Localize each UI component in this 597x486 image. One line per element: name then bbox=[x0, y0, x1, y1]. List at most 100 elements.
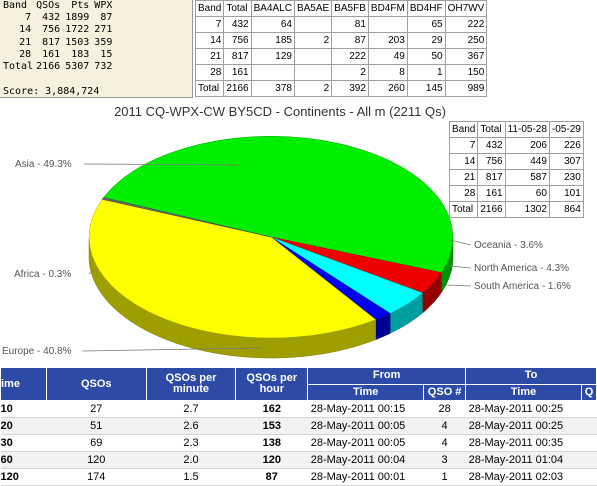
cont-cell: 2166 bbox=[477, 201, 506, 218]
cont-header: -05-29 bbox=[548, 121, 584, 138]
ops-cell: 378 bbox=[250, 80, 295, 97]
pie-label-europe: Europe - 40.8% bbox=[2, 346, 72, 357]
cont-cell: 817 bbox=[477, 169, 506, 186]
cont-cell: 28 bbox=[448, 185, 479, 202]
table-row: 30 69 2.3 138 28-May-2011 00:05 4 28-May-2011 … bbox=[0, 434, 597, 452]
rate-cell: 87 bbox=[235, 468, 308, 486]
score-cell: 432 bbox=[42, 12, 61, 24]
pie-leader-north-america bbox=[449, 265, 472, 269]
rate-cell: 27 bbox=[46, 400, 147, 418]
cont-cell: 230 bbox=[548, 169, 584, 186]
rate-cell: 1.5 bbox=[146, 468, 236, 486]
rate-cell: 174 bbox=[46, 468, 147, 486]
cont-cell: 14 bbox=[448, 153, 479, 170]
cont-cell: 21 bbox=[448, 169, 479, 186]
rate-header-from: From bbox=[307, 367, 467, 385]
rate-cell: 153 bbox=[235, 417, 308, 435]
pie-leader-africa bbox=[88, 269, 95, 275]
ops-cell: 161 bbox=[223, 64, 252, 81]
score-header-qsos: QSOs bbox=[36, 0, 61, 12]
rate-cell: 28-May-2011 00:25 bbox=[465, 417, 597, 435]
pie-label-asia: Asia - 49.3% bbox=[15, 159, 72, 170]
score-cell: 14 bbox=[19, 24, 32, 36]
rate-cell: 2.7 bbox=[146, 400, 236, 418]
table-row: 7 432 64 81 65 222 bbox=[194, 16, 488, 33]
cont-cell: 756 bbox=[477, 153, 506, 170]
table-row: 120 174 1.5 87 28-May-2011 00:01 1 28-May-2011… bbox=[0, 468, 597, 486]
rate-cell: 4 bbox=[423, 417, 466, 435]
rate-header-row: ime QSOs QSOs per minute QSOs per hour F… bbox=[0, 367, 597, 401]
cont-cell: 161 bbox=[477, 185, 506, 202]
pie-labels-group: Asia - 49.3% Oceania - 3.6% North America … bbox=[2, 159, 571, 357]
table-row: 14 756 185 2 87 203 29 250 bbox=[194, 32, 488, 49]
continents-table: Band Total 11-05-28 -05-29 7 432 206 226 14… bbox=[448, 121, 584, 218]
table-row: 28 161 60 101 bbox=[448, 185, 584, 202]
rate-cell: 162 bbox=[235, 400, 308, 418]
rate-cell: 28 bbox=[423, 400, 466, 418]
rate-cell: 20 bbox=[0, 417, 47, 435]
score-cell: 1503 bbox=[65, 36, 90, 48]
table-row: 20 51 2.6 153 28-May-2011 00:05 4 28-May-2011 … bbox=[0, 417, 597, 435]
ops-cell: 989 bbox=[444, 80, 488, 97]
rate-cell: 30 bbox=[0, 434, 47, 452]
cont-cell: Total bbox=[448, 201, 479, 218]
rate-cell: 3 bbox=[423, 451, 466, 469]
score-cell: 271 bbox=[94, 24, 113, 36]
score-cell: 5307 bbox=[65, 61, 90, 73]
rate-header-to-time: Time bbox=[465, 383, 582, 401]
score-row-total: Total 2166 5307 732 bbox=[0, 61, 114, 73]
rate-cell: 28-May-2011 00:04 bbox=[307, 451, 424, 469]
operators-table: Band Total BA4ALC BA5AE BA5FB BD4FM BD4H… bbox=[194, 0, 488, 97]
ops-cell: 260 bbox=[367, 80, 408, 97]
cont-cell: 1302 bbox=[504, 201, 550, 218]
rate-cell: 28-May-2011 00:25 bbox=[465, 400, 597, 418]
table-row: 21 817 587 230 bbox=[448, 169, 584, 186]
rate-header-time: ime bbox=[0, 367, 47, 401]
score-header-wpx: WPX bbox=[94, 0, 113, 12]
rate-cell: 28-May-2011 00:05 bbox=[307, 417, 424, 435]
score-cell: 732 bbox=[94, 61, 113, 73]
table-row: 7 432 206 226 bbox=[448, 137, 584, 154]
pie-slice-asia bbox=[103, 136, 454, 273]
score-cell: 15 bbox=[100, 48, 113, 60]
score-cell: 21 bbox=[19, 36, 32, 48]
score-cell: 1722 bbox=[65, 24, 90, 36]
score-header-band: Band bbox=[3, 0, 28, 12]
table-row: 10 27 2.7 162 28-May-2011 00:15 28 28-May-2011… bbox=[0, 400, 597, 418]
table-row-total: Total 2166 1302 864 bbox=[448, 201, 584, 218]
score-row: 28 161 183 15 bbox=[0, 49, 114, 61]
score-cell: 817 bbox=[42, 36, 61, 48]
cont-cell: 206 bbox=[504, 137, 550, 154]
score-cell: 87 bbox=[100, 12, 113, 24]
score-cell: 1899 bbox=[65, 12, 90, 24]
rate-cell: 120 bbox=[46, 451, 147, 469]
pie-top-group bbox=[88, 136, 454, 339]
score-cell: 756 bbox=[42, 24, 61, 36]
rate-cell: 2.3 bbox=[146, 434, 236, 452]
cont-cell: 226 bbox=[548, 137, 584, 154]
rate-subheader-row: Time QSO # Time Q bbox=[1, 383, 597, 401]
pie-label-africa: Africa - 0.3% bbox=[14, 269, 71, 280]
cont-cell: 60 bbox=[504, 185, 550, 202]
rate-cell: 2.0 bbox=[146, 451, 236, 469]
rate-table: ime QSOs QSOs per minute QSOs per hour F… bbox=[0, 367, 597, 486]
cont-header: 11-05-28 bbox=[504, 121, 550, 138]
pie-slice-africa bbox=[101, 197, 272, 238]
score-row: 14 756 1722 271 bbox=[0, 24, 114, 36]
ops-cell: 432 bbox=[223, 16, 252, 33]
rate-cell: 120 bbox=[0, 468, 47, 486]
table-row: 60 120 2.0 120 28-May-2011 00:04 3 28-May-2011… bbox=[0, 451, 597, 469]
score-cell: 7 bbox=[25, 12, 32, 24]
cont-cell: 101 bbox=[548, 185, 584, 202]
rate-cell: 138 bbox=[235, 434, 308, 452]
cont-header: Total bbox=[477, 121, 506, 138]
ops-cell: 2 bbox=[293, 80, 333, 97]
score-header-pts: Pts bbox=[71, 0, 90, 12]
pie-label-north-america: North America - 4.3% bbox=[474, 263, 569, 274]
rate-header-from-qso: QSO # bbox=[423, 383, 467, 401]
score-cell: 359 bbox=[94, 36, 113, 48]
rate-cell: 60 bbox=[0, 451, 47, 469]
rate-header-to: To bbox=[465, 367, 597, 385]
score-value: 3,884,724 bbox=[45, 86, 100, 97]
